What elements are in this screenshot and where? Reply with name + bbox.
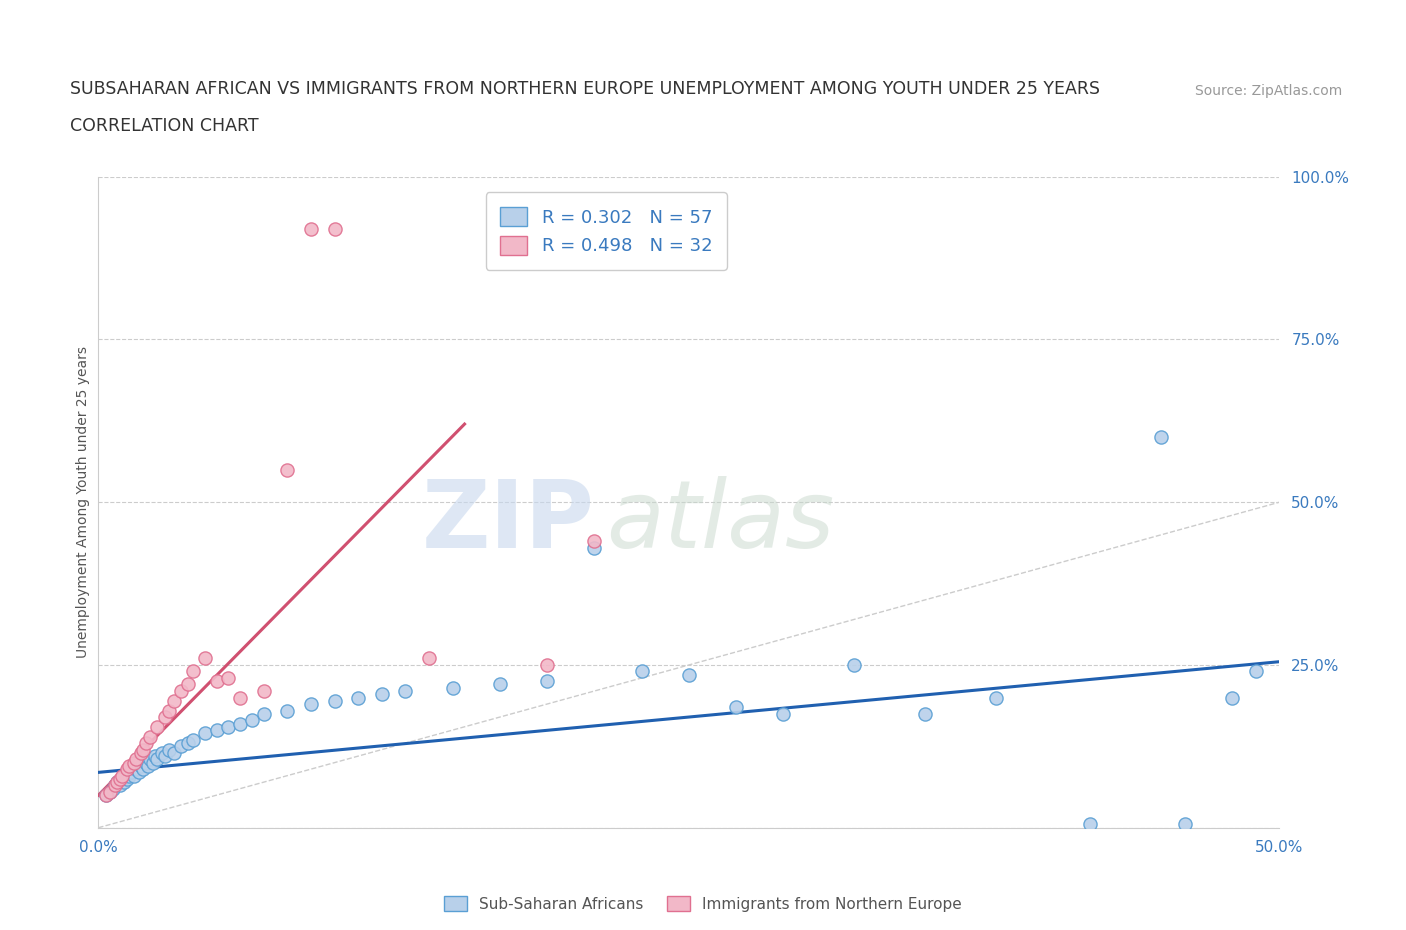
- Point: [914, 707, 936, 722]
- Point: [163, 694, 186, 709]
- Point: [323, 694, 346, 709]
- Point: [121, 764, 143, 779]
- Point: [984, 690, 1007, 705]
- Point: [104, 777, 127, 792]
- Point: [323, 221, 346, 236]
- Point: [194, 726, 217, 741]
- Point: [157, 703, 180, 718]
- Point: [441, 681, 464, 696]
- Point: [143, 749, 166, 764]
- Text: Source: ZipAtlas.com: Source: ZipAtlas.com: [1195, 84, 1343, 98]
- Point: [135, 736, 157, 751]
- Point: [1244, 664, 1267, 679]
- Point: [240, 713, 263, 728]
- Point: [583, 540, 606, 555]
- Point: [125, 762, 148, 777]
- Point: [153, 710, 176, 724]
- Point: [125, 751, 148, 766]
- Point: [371, 686, 394, 702]
- Point: [112, 775, 135, 790]
- Point: [1080, 817, 1102, 832]
- Point: [205, 674, 228, 689]
- Point: [725, 700, 748, 715]
- Point: [170, 684, 193, 698]
- Point: [205, 723, 228, 737]
- Point: [181, 733, 204, 748]
- Point: [135, 755, 157, 770]
- Point: [128, 764, 150, 779]
- Point: [678, 668, 700, 683]
- Legend: Sub-Saharan Africans, Immigrants from Northern Europe: Sub-Saharan Africans, Immigrants from No…: [439, 889, 967, 918]
- Point: [1150, 430, 1173, 445]
- Point: [104, 777, 127, 792]
- Point: [132, 742, 155, 757]
- Point: [276, 462, 298, 477]
- Point: [94, 788, 117, 803]
- Point: [111, 768, 134, 783]
- Point: [108, 772, 131, 787]
- Point: [129, 759, 152, 774]
- Point: [299, 697, 322, 711]
- Point: [299, 221, 322, 236]
- Text: ZIP: ZIP: [422, 476, 595, 567]
- Point: [194, 651, 217, 666]
- Point: [111, 772, 134, 787]
- Point: [129, 746, 152, 761]
- Point: [157, 742, 180, 757]
- Point: [1220, 690, 1243, 705]
- Legend: R = 0.302   N = 57, R = 0.498   N = 32: R = 0.302 N = 57, R = 0.498 N = 32: [485, 193, 727, 270]
- Point: [229, 716, 252, 731]
- Point: [105, 775, 128, 790]
- Point: [772, 707, 794, 722]
- Point: [118, 759, 141, 774]
- Point: [163, 746, 186, 761]
- Point: [276, 703, 298, 718]
- Point: [489, 677, 512, 692]
- Text: CORRELATION CHART: CORRELATION CHART: [70, 117, 259, 135]
- Point: [153, 749, 176, 764]
- Point: [536, 658, 558, 672]
- Point: [122, 768, 145, 783]
- Point: [122, 755, 145, 770]
- Point: [146, 751, 169, 766]
- Point: [118, 768, 141, 783]
- Point: [347, 690, 370, 705]
- Point: [170, 738, 193, 753]
- Point: [630, 664, 652, 679]
- Point: [146, 720, 169, 735]
- Point: [394, 684, 416, 698]
- Point: [1174, 817, 1197, 832]
- Point: [229, 690, 252, 705]
- Point: [98, 785, 121, 800]
- Text: SUBSAHARAN AFRICAN VS IMMIGRANTS FROM NORTHERN EUROPE UNEMPLOYMENT AMONG YOUTH U: SUBSAHARAN AFRICAN VS IMMIGRANTS FROM NO…: [70, 80, 1101, 98]
- Point: [536, 674, 558, 689]
- Point: [108, 777, 131, 792]
- Point: [217, 671, 239, 685]
- Text: atlas: atlas: [606, 476, 835, 567]
- Point: [844, 658, 866, 672]
- Point: [139, 729, 162, 744]
- Point: [142, 755, 165, 770]
- Point: [253, 707, 276, 722]
- Point: [94, 788, 117, 803]
- Y-axis label: Unemployment Among Youth under 25 years: Unemployment Among Youth under 25 years: [76, 346, 90, 658]
- Point: [136, 759, 159, 774]
- Point: [115, 762, 138, 777]
- Point: [101, 781, 124, 796]
- Point: [115, 772, 138, 787]
- Point: [181, 664, 204, 679]
- Point: [105, 775, 128, 790]
- Point: [217, 720, 239, 735]
- Point: [177, 736, 200, 751]
- Point: [132, 762, 155, 777]
- Point: [177, 677, 200, 692]
- Point: [139, 751, 162, 766]
- Point: [98, 785, 121, 800]
- Point: [418, 651, 440, 666]
- Point: [150, 746, 173, 761]
- Point: [583, 534, 606, 549]
- Point: [253, 684, 276, 698]
